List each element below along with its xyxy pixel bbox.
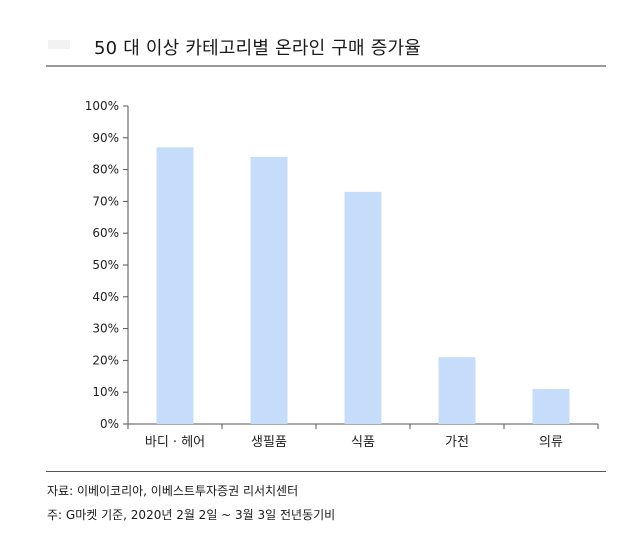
y-tick-label: 20% xyxy=(92,353,119,367)
y-tick-label: 40% xyxy=(92,290,119,304)
x-category-label: 의류 xyxy=(539,435,563,450)
y-tick-label: 0% xyxy=(100,417,119,431)
y-tick-label: 10% xyxy=(92,385,119,399)
top-divider xyxy=(46,65,606,67)
bottom-divider xyxy=(46,471,606,472)
bars xyxy=(156,147,570,424)
y-tick-label: 30% xyxy=(92,322,119,336)
y-tick-label: 70% xyxy=(92,194,119,208)
bar xyxy=(438,357,476,424)
source-note: 자료: 이베이코리아, 이베스트투자증권 리서치센터 xyxy=(47,484,299,498)
y-tick-label: 80% xyxy=(92,163,119,177)
bar xyxy=(156,147,194,424)
y-tick-label: 100% xyxy=(85,99,119,113)
footnote: 주: G마켓 기준, 2020년 2월 2일 ~ 3월 3일 전년동기비 xyxy=(47,508,336,522)
x-category-label: 가전 xyxy=(445,435,469,450)
y-tick-label: 50% xyxy=(92,258,119,272)
x-category-label: 바디 · 헤어 xyxy=(145,435,205,450)
bar xyxy=(344,191,382,424)
y-tick-label: 90% xyxy=(92,131,119,145)
bar xyxy=(250,156,288,424)
x-category-label: 생필품 xyxy=(251,435,287,450)
bar xyxy=(532,389,570,424)
chart-title: 50 대 이상 카테고리별 온라인 구매 증가율 xyxy=(94,38,421,59)
y-tick-label: 60% xyxy=(92,226,119,240)
x-category-label: 식품 xyxy=(351,435,375,450)
y-axis: 0% 10% 20% 30% 40% 50% 60% 70% 80% 90% 100% xyxy=(85,99,129,431)
x-axis: 바디 · 헤어 생필품 식품 가전 의류 xyxy=(127,423,599,450)
title-marker xyxy=(48,40,70,49)
